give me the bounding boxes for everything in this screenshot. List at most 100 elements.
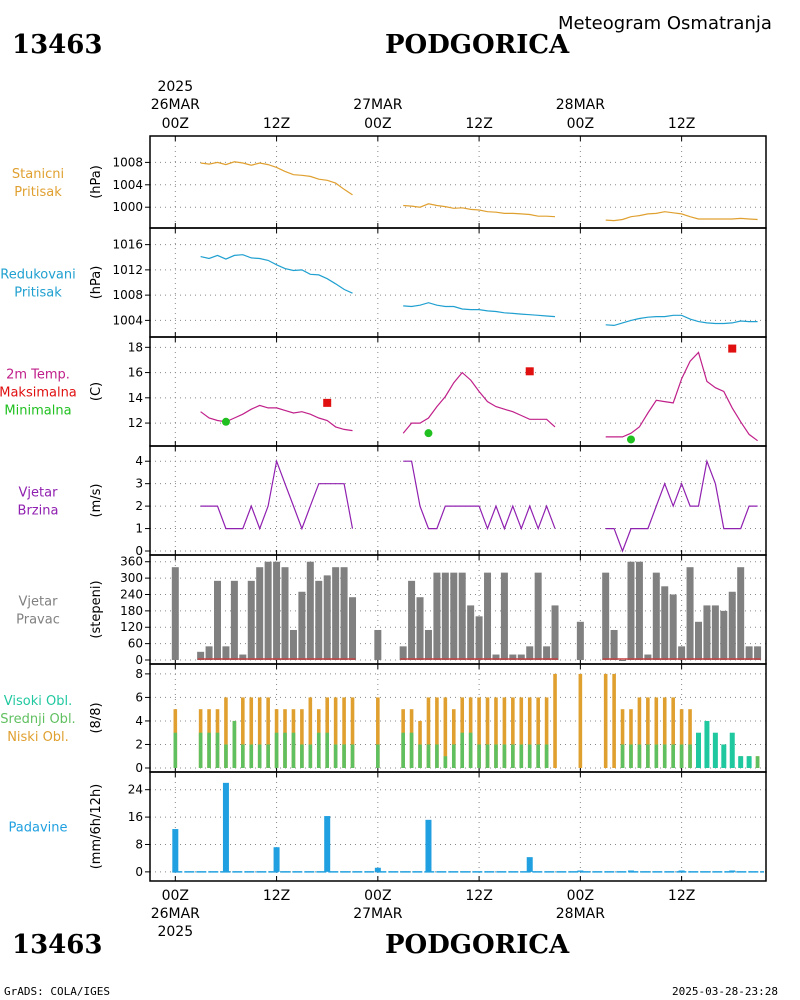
mid-cloud-bar	[401, 732, 405, 768]
low-cloud-bar	[612, 673, 616, 768]
mid-cloud-bar	[494, 744, 498, 768]
bar	[610, 629, 618, 660]
low-cloud-bar	[688, 709, 692, 768]
ytick-label: 16	[128, 810, 143, 824]
panel-label: Vjetar	[19, 486, 59, 501]
series-line	[402, 371, 556, 434]
ylabel: (8/8)	[89, 702, 104, 733]
station-name-bottom: PODGORICA	[385, 930, 570, 960]
low-cloud-bar	[679, 709, 684, 768]
low-cloud-bar	[342, 697, 346, 768]
bar	[467, 605, 475, 660]
low-cloud-bar	[578, 673, 583, 768]
bar	[324, 816, 331, 872]
ytick-label: 4	[135, 714, 143, 728]
bar	[509, 654, 517, 660]
bar	[197, 651, 205, 660]
panel-label: Stanicni	[12, 167, 64, 182]
series-line	[200, 254, 353, 294]
bar	[247, 580, 255, 660]
bar	[298, 591, 306, 660]
top-hour-label: 12Z	[465, 116, 492, 132]
series-line	[200, 458, 354, 531]
mid-cloud-bar	[274, 732, 279, 768]
ytick-label: 12	[128, 416, 143, 430]
station-id-bottom: 13463	[12, 930, 103, 960]
mid-cloud-bar	[224, 744, 228, 768]
panel-2	[145, 336, 767, 447]
ylabel: (hPa)	[89, 165, 104, 199]
low-cloud-bar	[646, 697, 650, 768]
bar	[450, 572, 458, 660]
mid-cloud-bar	[443, 756, 448, 768]
panel-label: Redukovani	[0, 268, 75, 283]
ytick-label: 0	[135, 544, 143, 558]
bar	[619, 660, 627, 661]
panel-frame	[149, 336, 767, 447]
ytick-label: 1004	[112, 178, 143, 192]
station-id-top: 13463	[12, 30, 103, 60]
bar	[281, 567, 289, 660]
bar	[374, 867, 381, 872]
low-cloud-bar	[249, 697, 254, 768]
bar	[374, 629, 382, 660]
high-cloud-bar	[695, 732, 701, 768]
ylabel: (stepeni)	[89, 580, 104, 638]
ytick-label: 14	[128, 391, 143, 405]
panel-4	[145, 554, 767, 665]
bar	[222, 782, 229, 872]
ytick-label: 1000	[112, 200, 143, 214]
low-cloud-bar	[544, 697, 549, 768]
low-cloud-bar	[350, 697, 355, 768]
mid-cloud-bar	[637, 744, 642, 768]
mid-cloud-bar	[207, 732, 211, 768]
bar	[576, 621, 584, 660]
mid-cloud-bar	[426, 744, 431, 768]
min-temp-marker	[424, 429, 433, 438]
ytick-label: 8	[135, 837, 143, 851]
low-cloud-bar	[511, 697, 515, 768]
mid-cloud-bar	[266, 744, 270, 768]
low-cloud-bar	[224, 697, 228, 768]
low-cloud-bar	[637, 697, 642, 768]
ytick-label: 16	[128, 366, 143, 380]
ytick-label: 4	[135, 454, 143, 468]
ytick-label: 360	[120, 555, 143, 569]
mid-cloud-bar	[316, 732, 321, 768]
station-name-top: PODGORICA	[385, 30, 570, 60]
mid-cloud-bar	[333, 744, 338, 768]
bar	[602, 572, 610, 660]
mid-cloud-bar	[325, 732, 330, 768]
mid-cloud-bar	[435, 744, 439, 768]
mid-cloud-bar	[477, 744, 481, 768]
bar	[172, 829, 179, 872]
series-line	[403, 302, 556, 318]
mid-cloud-bar	[527, 744, 532, 768]
panel-frame	[149, 771, 767, 882]
bottom-date-label: 28MAR	[556, 906, 605, 922]
bottom-hour-label: 12Z	[668, 888, 695, 904]
bottom-hour-label: 00Z	[162, 888, 189, 904]
bar	[500, 572, 508, 660]
series-line	[605, 458, 758, 553]
bar	[551, 605, 559, 660]
low-cloud-bar	[376, 697, 380, 768]
bar	[694, 621, 702, 660]
series-line	[605, 211, 758, 222]
ytick-label: 1008	[112, 155, 143, 169]
low-cloud-bar	[654, 697, 659, 768]
bar	[323, 575, 331, 660]
low-cloud-bar	[629, 709, 633, 768]
bar	[728, 591, 736, 660]
top-hour-label: 00Z	[567, 116, 594, 132]
bar	[517, 654, 525, 660]
bar	[543, 646, 551, 660]
bottom-year-label: 2025	[157, 924, 193, 940]
high-cloud-bar	[729, 732, 735, 768]
ytick-label: 60	[128, 637, 143, 651]
mid-cloud-bar	[511, 744, 515, 768]
series-line	[403, 460, 556, 531]
max-temp-marker	[525, 367, 534, 376]
ytick-label: 8	[135, 667, 143, 681]
bar	[399, 646, 407, 660]
